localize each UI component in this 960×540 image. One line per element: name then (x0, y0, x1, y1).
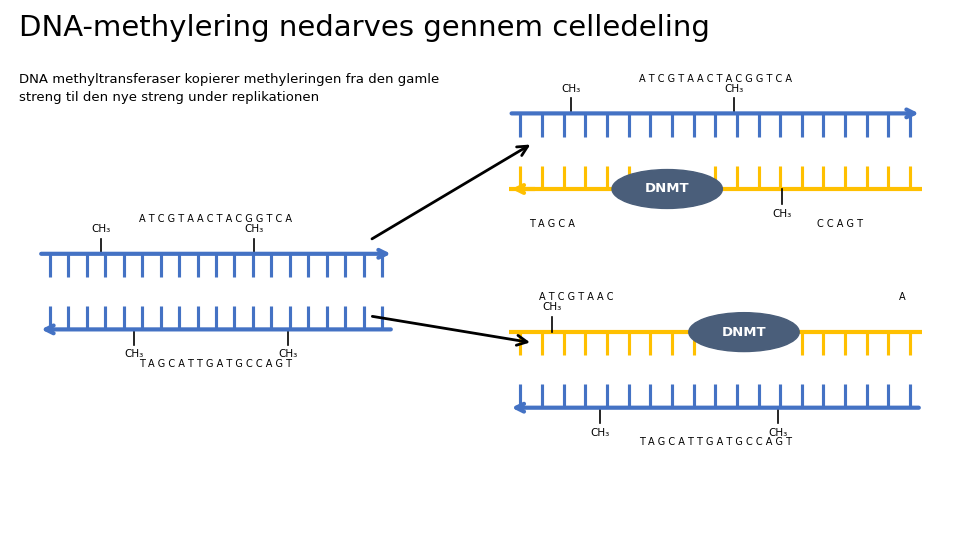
Text: A T C G T A A C T A C G G T C A: A T C G T A A C T A C G G T C A (139, 214, 293, 224)
Text: T A G C A T T G A T G C C A G T: T A G C A T T G A T G C C A G T (139, 359, 293, 369)
Text: CH₃: CH₃ (773, 209, 792, 219)
Text: A T C G T A A C T A C G G T C A: A T C G T A A C T A C G G T C A (638, 73, 792, 84)
Text: CH₃: CH₃ (542, 302, 562, 312)
Text: T A G C A T T G A T G C C A G T: T A G C A T T G A T G C C A G T (638, 437, 792, 448)
Text: CH₃: CH₃ (562, 84, 581, 93)
Text: CH₃: CH₃ (91, 224, 110, 234)
Text: A: A (900, 292, 905, 302)
Text: DNA-methylering nedarves gennem celledeling: DNA-methylering nedarves gennem celledel… (19, 14, 710, 42)
Text: DNMT: DNMT (722, 326, 766, 339)
Ellipse shape (612, 170, 723, 208)
Text: CH₃: CH₃ (768, 428, 787, 437)
Text: CH₃: CH₃ (278, 349, 298, 359)
Text: CH₃: CH₃ (590, 428, 610, 437)
Text: DNA methyltransferaser kopierer methyleringen fra den gamle
streng til den nye s: DNA methyltransferaser kopierer methyler… (19, 73, 440, 104)
Text: CH₃: CH₃ (125, 349, 144, 359)
Text: DNMT: DNMT (645, 183, 689, 195)
Ellipse shape (688, 313, 799, 352)
Text: C C A G T: C C A G T (817, 219, 863, 229)
Text: T A G C A: T A G C A (529, 219, 575, 229)
Text: CH₃: CH₃ (725, 84, 744, 93)
Text: A T C G T A A C: A T C G T A A C (539, 292, 613, 302)
Text: CH₃: CH₃ (245, 224, 264, 234)
